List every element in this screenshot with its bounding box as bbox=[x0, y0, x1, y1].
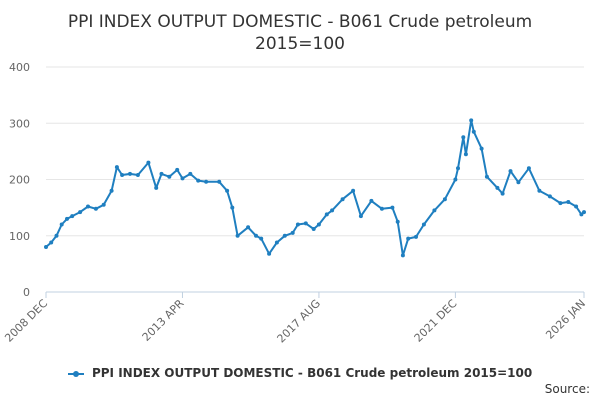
data-point[interactable] bbox=[120, 173, 125, 177]
data-point[interactable] bbox=[54, 233, 59, 238]
data-point[interactable] bbox=[167, 174, 172, 179]
data-point[interactable] bbox=[311, 227, 316, 231]
data-point[interactable] bbox=[340, 197, 345, 202]
data-point[interactable] bbox=[582, 210, 586, 215]
data-point[interactable] bbox=[93, 206, 98, 211]
legend-label: PPI INDEX OUTPUT DOMESTIC - B061 Crude p… bbox=[91, 366, 533, 380]
data-point[interactable] bbox=[579, 212, 584, 217]
legend-swatch-dot bbox=[72, 370, 79, 377]
data-point[interactable] bbox=[188, 171, 193, 176]
legend[interactable]: PPI INDEX OUTPUT DOMESTIC - B061 Crude p… bbox=[0, 366, 600, 380]
data-point[interactable] bbox=[558, 201, 563, 206]
data-point[interactable] bbox=[175, 167, 180, 172]
data-point[interactable] bbox=[358, 214, 363, 219]
data-point[interactable] bbox=[537, 188, 542, 193]
data-point[interactable] bbox=[390, 205, 395, 210]
data-point[interactable] bbox=[316, 222, 321, 227]
data-point[interactable] bbox=[259, 236, 264, 241]
data-point[interactable] bbox=[414, 234, 418, 239]
data-point[interactable] bbox=[246, 225, 251, 230]
data-point[interactable] bbox=[324, 212, 329, 217]
data-point[interactable] bbox=[128, 171, 132, 176]
data-point[interactable] bbox=[395, 219, 400, 224]
x-tick-label: 2017 AUG bbox=[275, 297, 324, 346]
data-point[interactable] bbox=[456, 166, 460, 171]
data-point[interactable] bbox=[369, 198, 374, 203]
data-point[interactable] bbox=[254, 233, 258, 238]
data-point[interactable] bbox=[204, 179, 209, 184]
data-point[interactable] bbox=[421, 222, 426, 227]
data-point[interactable] bbox=[154, 185, 159, 190]
data-point[interactable] bbox=[101, 202, 106, 207]
data-point[interactable] bbox=[471, 129, 476, 134]
data-point[interactable] bbox=[86, 204, 90, 209]
data-point[interactable] bbox=[400, 253, 405, 258]
data-point[interactable] bbox=[267, 251, 272, 256]
source-label: Source: bbox=[544, 382, 590, 396]
y-tick-label: 100 bbox=[9, 230, 30, 243]
data-point[interactable] bbox=[146, 160, 151, 165]
data-point[interactable] bbox=[479, 146, 484, 151]
gridlines bbox=[46, 66, 584, 293]
data-point[interactable] bbox=[526, 166, 531, 171]
data-point[interactable] bbox=[159, 171, 164, 176]
data-point[interactable] bbox=[65, 216, 69, 221]
data-point[interactable] bbox=[295, 222, 300, 227]
chart-title-line1: PPI INDEX OUTPUT DOMESTIC - B061 Crude p… bbox=[67, 12, 533, 32]
data-point[interactable] bbox=[303, 221, 308, 226]
x-tick-label: 2021 DEC bbox=[412, 297, 460, 345]
y-tick-label: 400 bbox=[9, 61, 30, 74]
data-point[interactable] bbox=[469, 118, 474, 123]
data-point[interactable] bbox=[78, 210, 83, 215]
data-point[interactable] bbox=[463, 152, 468, 157]
data-point[interactable] bbox=[432, 208, 437, 213]
data-point[interactable] bbox=[566, 200, 571, 204]
data-point[interactable] bbox=[574, 204, 579, 209]
data-point[interactable] bbox=[495, 185, 500, 190]
data-point[interactable] bbox=[351, 188, 356, 193]
y-tick-label: 200 bbox=[9, 174, 30, 187]
x-axis: 2008 DEC 2013 APR 2017 AUG 2021 DEC 2026 JAN bbox=[2, 292, 588, 345]
data-point[interactable] bbox=[44, 245, 48, 249]
data-point[interactable] bbox=[500, 191, 505, 196]
data-point[interactable] bbox=[484, 174, 489, 179]
data-point[interactable] bbox=[230, 205, 235, 210]
data-point[interactable] bbox=[461, 135, 466, 140]
data-point[interactable] bbox=[59, 222, 64, 227]
data-point[interactable] bbox=[217, 179, 222, 184]
data-point[interactable] bbox=[290, 230, 295, 235]
x-tick-label: 2013 APR bbox=[140, 297, 187, 344]
data-point[interactable] bbox=[274, 240, 279, 245]
series-line bbox=[45, 119, 585, 257]
data-point[interactable] bbox=[235, 233, 240, 238]
data-point[interactable] bbox=[406, 236, 411, 241]
legend-line-icon bbox=[67, 369, 84, 379]
data-point[interactable] bbox=[180, 176, 185, 181]
data-point[interactable] bbox=[135, 173, 140, 177]
data-point[interactable] bbox=[453, 177, 458, 182]
data-point[interactable] bbox=[516, 180, 521, 185]
series-group bbox=[44, 118, 586, 258]
data-point[interactable] bbox=[379, 206, 384, 211]
y-axis: 0 100 200 300 400 bbox=[9, 61, 30, 299]
data-point[interactable] bbox=[225, 188, 230, 193]
chart-title-line2: 2015=100 bbox=[255, 34, 345, 54]
y-tick-label: 300 bbox=[9, 117, 30, 130]
data-point[interactable] bbox=[547, 194, 552, 199]
data-point[interactable] bbox=[114, 165, 119, 170]
data-point[interactable] bbox=[196, 178, 201, 183]
x-tick-label: 2026 JAN bbox=[543, 297, 588, 342]
y-tick-label: 0 bbox=[23, 286, 30, 299]
data-point[interactable] bbox=[109, 188, 114, 193]
data-point[interactable] bbox=[330, 208, 335, 213]
data-point[interactable] bbox=[442, 197, 447, 202]
data-point[interactable] bbox=[49, 240, 54, 245]
data-point[interactable] bbox=[508, 169, 513, 174]
data-point[interactable] bbox=[70, 214, 75, 219]
x-tick-label: 2008 DEC bbox=[2, 297, 50, 345]
data-point[interactable] bbox=[282, 233, 287, 238]
